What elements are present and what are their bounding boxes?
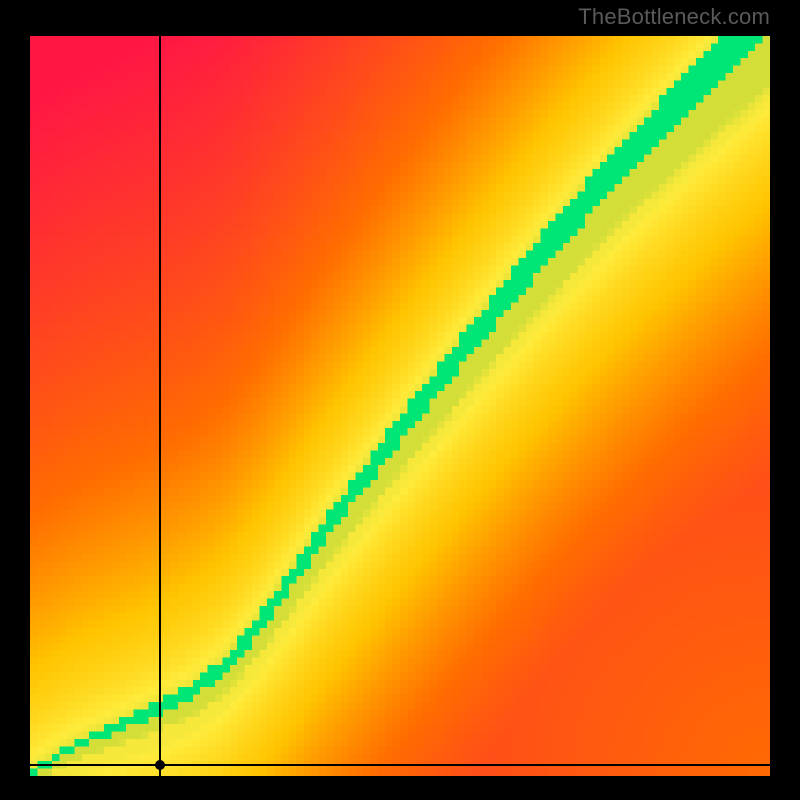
heatmap-plot xyxy=(30,36,770,776)
crosshair-vertical xyxy=(159,36,161,776)
crosshair-horizontal xyxy=(30,764,770,766)
watermark-label: TheBottleneck.com xyxy=(578,4,770,30)
crosshair-marker xyxy=(155,760,165,770)
